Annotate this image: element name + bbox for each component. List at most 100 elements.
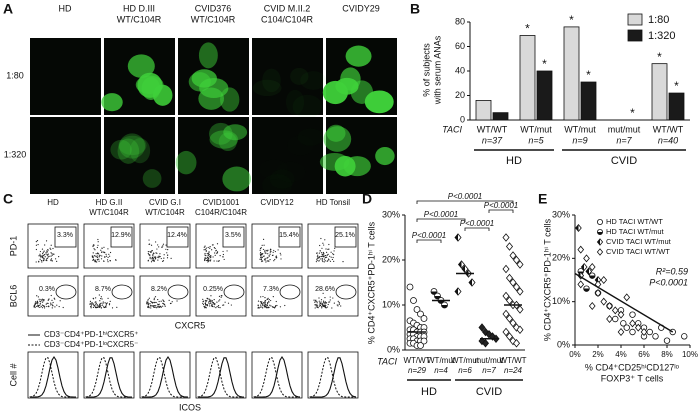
- event-dot: [89, 302, 91, 304]
- event-dot: [107, 256, 109, 258]
- event-dot: [318, 252, 320, 254]
- event-dot: [53, 253, 55, 255]
- data-point: [454, 287, 462, 296]
- event-dot: [274, 258, 276, 261]
- cell-nucleus: [127, 54, 155, 78]
- column-header: HD G.II: [96, 198, 123, 207]
- event-dot: [208, 251, 210, 253]
- event-dot: [153, 305, 155, 307]
- gate: [54, 226, 77, 248]
- data-point: [617, 328, 625, 336]
- event-dot: [261, 244, 263, 246]
- legend-label: CVID TACI WT/WT: [606, 247, 670, 256]
- event-dot: [41, 261, 43, 263]
- event-dot: [39, 253, 41, 255]
- event-dot: [100, 307, 102, 309]
- legend-label: CD3⁻CD4⁺PD-1ˡᵒCXCR5⁻: [44, 340, 138, 349]
- y-tick-label: 20: [455, 90, 465, 100]
- column-header: C104R/C104R: [195, 208, 247, 217]
- data-point: [417, 310, 424, 318]
- event-dot: [260, 247, 262, 249]
- n-label: n=9: [572, 135, 587, 145]
- event-dot: [107, 261, 109, 263]
- event-dot: [262, 303, 264, 305]
- event-dot: [50, 252, 52, 254]
- event-dot: [316, 304, 319, 306]
- event-dot: [101, 247, 103, 249]
- column-header: CVID376: [195, 3, 232, 13]
- data-point: [516, 260, 524, 269]
- event-dot: [216, 260, 218, 262]
- event-dot: [322, 251, 324, 254]
- event-dot: [50, 294, 52, 297]
- event-dot: [227, 302, 230, 304]
- event-dot: [323, 305, 325, 308]
- event-dot: [37, 296, 39, 298]
- histogram-curve: [197, 357, 244, 398]
- event-dot: [48, 255, 50, 257]
- data-point: [596, 238, 604, 246]
- event-dot: [316, 300, 318, 303]
- event-dot: [90, 306, 92, 308]
- row-label: Cell #: [8, 363, 18, 386]
- data-point: [597, 218, 604, 225]
- event-dot: [210, 259, 212, 261]
- event-dot: [103, 251, 106, 253]
- n-label: n=7: [482, 366, 496, 375]
- event-dot: [259, 301, 262, 303]
- histogram-plot: [251, 351, 303, 399]
- event-dot: [155, 241, 157, 243]
- event-dot: [274, 250, 276, 253]
- event-dot: [317, 307, 319, 309]
- event-dot: [330, 256, 332, 258]
- event-dot: [42, 253, 44, 255]
- event-dot: [267, 306, 269, 309]
- event-dot: [95, 301, 97, 303]
- data-point: [461, 264, 469, 274]
- event-dot: [262, 304, 264, 306]
- event-dot: [333, 302, 335, 304]
- event-dot: [213, 247, 215, 249]
- event-dot: [321, 307, 323, 309]
- event-dot: [149, 258, 151, 260]
- event-dot: [35, 248, 37, 251]
- event-dot: [162, 300, 165, 302]
- event-dot: [264, 300, 266, 302]
- event-dot: [323, 300, 325, 302]
- event-dot: [46, 305, 48, 308]
- event-dot: [43, 254, 46, 256]
- event-dot: [210, 302, 212, 304]
- event-dot: [217, 260, 220, 262]
- event-dot: [47, 302, 49, 305]
- row-label: TACI: [377, 356, 397, 366]
- legend-swatch: [627, 29, 643, 42]
- event-dot: [46, 251, 49, 253]
- event-dot: [273, 306, 275, 309]
- event-dot: [207, 258, 209, 260]
- event-dot: [100, 297, 102, 300]
- event-dot: [157, 244, 159, 246]
- event-dot: [276, 256, 278, 259]
- event-dot: [211, 303, 213, 305]
- histogram-curve: [85, 357, 132, 398]
- event-dot: [215, 307, 217, 309]
- event-dot: [152, 257, 154, 260]
- event-dot: [43, 299, 45, 301]
- data-point: [502, 327, 510, 337]
- data-point: [583, 285, 590, 292]
- event-dot: [322, 301, 325, 303]
- event-dot: [45, 240, 48, 242]
- event-dot: [315, 261, 318, 263]
- event-dot: [264, 257, 266, 260]
- event-dot: [266, 303, 269, 305]
- event-dot: [168, 299, 170, 302]
- event-dot: [279, 306, 282, 308]
- event-dot: [261, 256, 263, 259]
- event-dot: [47, 253, 49, 255]
- event-dot: [204, 245, 206, 247]
- event-dot: [216, 301, 218, 303]
- data-point: [597, 228, 604, 235]
- y-tick-label: 10%: [552, 296, 570, 306]
- event-dot: [204, 254, 206, 256]
